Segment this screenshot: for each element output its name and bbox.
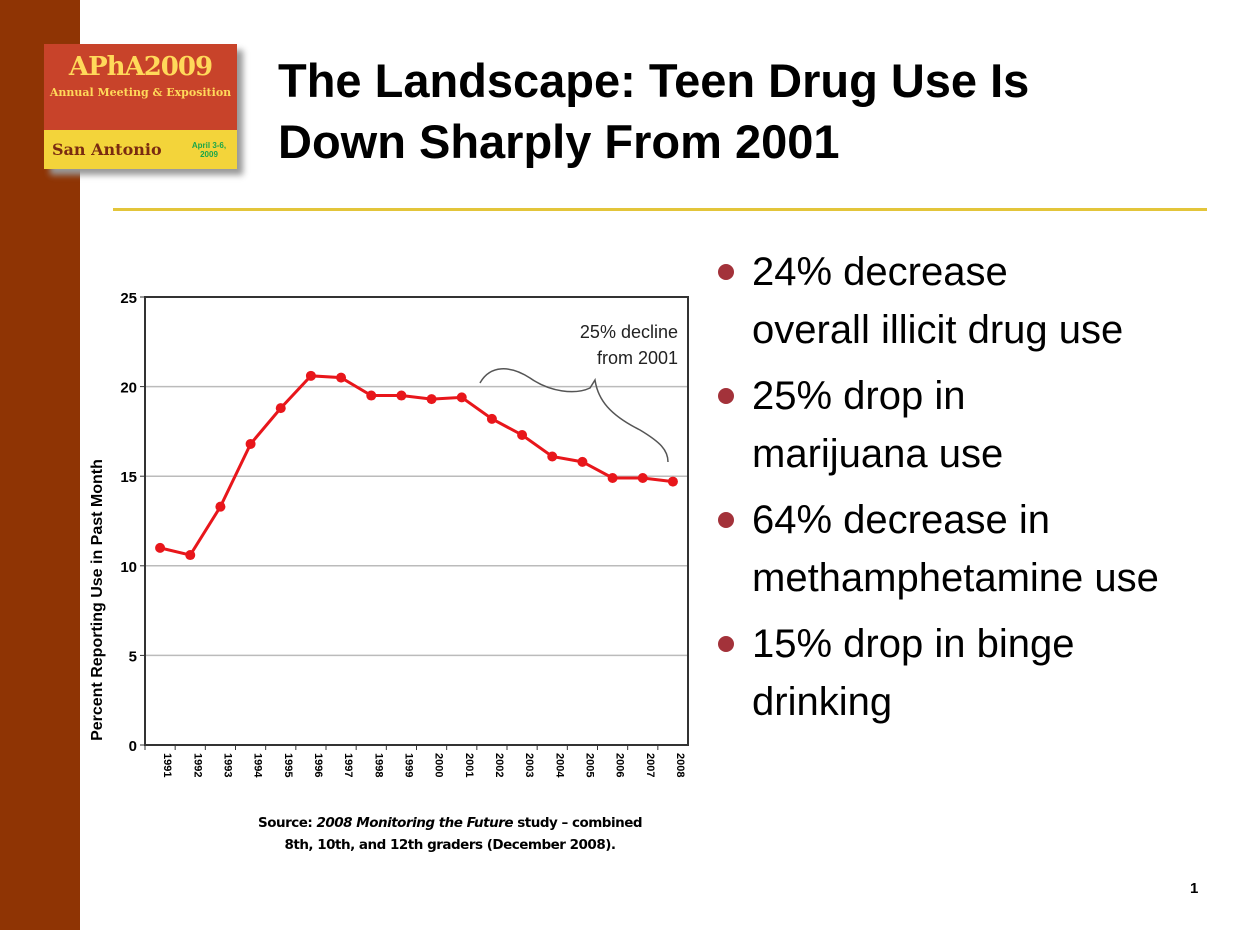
source-study: 2008 Monitoring the Future: [316, 815, 514, 831]
title-line-1: The Landscape: Teen Drug Use Is: [278, 54, 1030, 107]
bullet-list: 24% decrease overall illicit drug use 25…: [718, 243, 1218, 739]
data-point: [607, 472, 618, 483]
bullet-item: 25% drop in marijuana use: [718, 367, 1218, 483]
x-tick-label: 1995: [282, 753, 294, 777]
slide-title: The Landscape: Teen Drug Use Is Down Sha…: [278, 50, 1029, 172]
x-tick-label: 2003: [523, 753, 535, 777]
annotation-line-2: from 2001: [597, 348, 678, 368]
data-point: [637, 472, 648, 483]
line-chart: 0 5 10 15 20 25 1991 1992 1993 1994 1995 1996 1997 1…: [89, 290, 689, 778]
x-tick-label: 1993: [221, 753, 233, 777]
bullet-text: 24% decrease overall illicit drug use: [752, 250, 1124, 352]
bullet-dot-icon: [718, 512, 734, 528]
x-tick-label: 2005: [583, 753, 595, 777]
x-tick-label: 2000: [433, 753, 445, 777]
source-rest: study – combined: [513, 815, 643, 831]
data-point: [577, 456, 588, 467]
x-tick-label: 1996: [312, 753, 324, 777]
annotation-line-1: 25% decline: [580, 322, 678, 342]
x-tick-label: 1991: [161, 753, 173, 777]
x-tick-label: 1999: [402, 753, 414, 777]
data-point: [547, 451, 558, 462]
logo-city: San Antonio: [52, 140, 162, 159]
chart-source-note: Source: 2008 Monitoring the Future study…: [200, 812, 700, 856]
x-tick-label: 2008: [674, 753, 686, 777]
bullet-text: 15% drop in binge drinking: [752, 622, 1075, 724]
data-point: [486, 413, 497, 424]
x-tick-label: 1992: [191, 753, 203, 777]
data-point: [215, 501, 226, 512]
bullet-item: 15% drop in binge drinking: [718, 615, 1218, 731]
source-prefix: Source:: [257, 815, 317, 831]
bullet-dot-icon: [718, 636, 734, 652]
y-tick-label: 20: [120, 380, 137, 397]
x-tick-label: 2006: [614, 753, 626, 777]
bullet-dot-icon: [718, 388, 734, 404]
data-point: [305, 370, 316, 381]
data-point: [275, 403, 286, 414]
bullet-item: 64% decrease in methamphetamine use: [718, 491, 1218, 607]
data-point: [517, 429, 528, 440]
x-tick-label: 2004: [553, 753, 565, 778]
x-tick-label: 2001: [463, 753, 475, 777]
bullet-text: 25% drop in marijuana use: [752, 374, 1004, 476]
title-line-2: Down Sharply From 2001: [278, 115, 840, 168]
series-line: [159, 374, 674, 557]
y-tick-label: 0: [129, 738, 137, 755]
y-tick-label: 5: [129, 648, 137, 665]
data-point: [667, 476, 678, 487]
data-point: [366, 390, 377, 401]
y-tick-label: 25: [120, 290, 137, 307]
logo-name: APhA2009: [68, 52, 213, 82]
source-line-2: 8th, 10th, and 12th graders (December 20…: [284, 837, 616, 853]
data-point: [245, 438, 256, 449]
bullet-dot-icon: [718, 264, 734, 280]
x-tick-label: 1998: [372, 753, 384, 777]
y-tick-label: 10: [120, 559, 137, 576]
x-tick-label: 1994: [252, 753, 264, 778]
bullet-item: 24% decrease overall illicit drug use: [718, 243, 1218, 359]
data-point: [185, 550, 196, 561]
y-tick-label: 15: [120, 469, 137, 486]
x-tick-label: 2002: [493, 753, 505, 777]
data-point: [396, 390, 407, 401]
page-number: 1: [1190, 880, 1199, 897]
apha-2009-logo: APhA2009 Annual Meeting & Exposition San…: [44, 44, 237, 169]
data-point: [426, 394, 437, 405]
logo-subtitle: Annual Meeting & Exposition: [49, 86, 232, 99]
title-divider: [113, 208, 1207, 211]
data-point: [456, 392, 467, 403]
x-tick-label: 2007: [644, 753, 656, 777]
bullet-text: 64% decrease in methamphetamine use: [752, 498, 1159, 600]
data-point: [155, 542, 166, 553]
data-point: [336, 372, 347, 383]
annotation-brace: [479, 368, 669, 463]
y-axis-label: Percent Reporting Use in Past Month: [89, 459, 106, 741]
x-tick-label: 1997: [342, 753, 354, 777]
logo-dates: April 3-6, 2009: [191, 140, 227, 159]
